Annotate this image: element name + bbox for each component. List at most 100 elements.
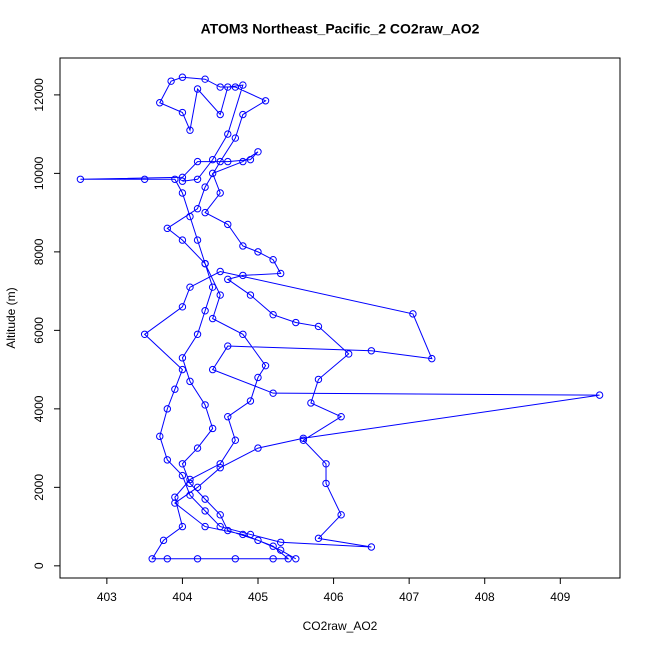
plot-frame	[59, 57, 621, 579]
data-point	[201, 307, 209, 315]
data-point	[193, 157, 202, 166]
data-line	[80, 76, 600, 560]
data-point	[178, 365, 187, 374]
data-point	[193, 175, 202, 183]
data-point	[216, 189, 224, 197]
data-point	[156, 432, 164, 441]
data-point	[178, 460, 187, 468]
data-point	[367, 347, 376, 355]
data-point	[201, 401, 209, 409]
data-point	[276, 538, 285, 546]
data-point	[163, 456, 172, 464]
data-point	[269, 310, 277, 319]
data-point	[163, 555, 172, 563]
x-tick-label: 407	[399, 590, 419, 604]
data-point	[595, 391, 604, 399]
data-point	[216, 511, 224, 519]
data-point	[163, 224, 172, 233]
y-tick-label: 2000	[32, 474, 46, 501]
y-tick-label: 8000	[32, 238, 46, 265]
data-point	[276, 546, 285, 554]
data-point	[261, 361, 270, 370]
data-point	[224, 275, 232, 284]
data-point	[299, 436, 308, 444]
data-point	[292, 318, 300, 327]
data-point	[224, 413, 232, 421]
data-point	[171, 499, 179, 507]
data-point	[246, 530, 255, 539]
x-tick-label: 405	[248, 590, 268, 604]
data-point	[367, 543, 376, 551]
x-tick-label: 406	[324, 590, 344, 604]
data-point	[231, 83, 240, 91]
data-point	[193, 205, 202, 213]
data-point	[76, 175, 85, 183]
data-point	[216, 267, 224, 276]
data-point	[284, 555, 292, 563]
data-point	[246, 291, 255, 299]
data-point	[178, 73, 187, 81]
data-point	[201, 183, 209, 191]
data-point	[201, 75, 209, 83]
data-point	[193, 483, 202, 492]
data-point	[254, 248, 262, 256]
data-point	[178, 108, 187, 117]
data-point	[224, 157, 232, 166]
data-point	[337, 413, 345, 421]
data-point	[224, 130, 232, 138]
x-axis-label: CO2raw_AO2	[303, 619, 378, 633]
x-tick-label: 403	[97, 590, 117, 604]
data-point	[193, 444, 202, 452]
data-point	[216, 522, 224, 531]
data-point	[186, 126, 194, 134]
data-point	[178, 173, 187, 182]
data-point	[344, 350, 353, 358]
chart-title: ATOM3 Northeast_Pacific_2 CO2raw_AO2	[201, 21, 480, 37]
data-point	[171, 493, 179, 501]
data-point	[159, 536, 168, 545]
data-point	[201, 522, 209, 531]
x-tick-label: 408	[475, 590, 495, 604]
data-point	[216, 110, 224, 119]
data-point	[239, 330, 247, 338]
data-point	[224, 342, 232, 350]
data-point	[186, 283, 194, 291]
data-point	[201, 259, 209, 268]
data-point	[292, 555, 300, 563]
data-point	[140, 330, 149, 338]
x-tick-label: 409	[550, 590, 570, 604]
data-point	[193, 85, 202, 93]
data-point	[246, 155, 255, 164]
data-point	[178, 522, 187, 531]
data-point	[231, 555, 240, 563]
y-axis-label: Altitude (m)	[4, 287, 18, 348]
y-tick-label: 4000	[32, 395, 46, 422]
data-point	[269, 555, 277, 563]
data-point	[254, 444, 262, 452]
data-point	[201, 495, 209, 503]
data-point	[314, 534, 323, 543]
data-point	[208, 314, 217, 323]
data-point	[193, 236, 202, 244]
data-point	[409, 310, 417, 318]
data-point	[186, 475, 194, 484]
data-point	[193, 555, 202, 563]
data-point	[163, 405, 172, 413]
data-point	[428, 354, 436, 363]
data-point	[208, 155, 217, 164]
y-tick-label: 10000	[32, 156, 46, 190]
data-point	[216, 464, 224, 472]
data-point	[208, 424, 217, 433]
data-point	[208, 169, 217, 178]
data-point	[216, 83, 224, 91]
data-point	[178, 471, 187, 480]
data-point	[322, 460, 330, 468]
y-tick-label: 6000	[32, 317, 46, 344]
data-point	[171, 385, 179, 393]
data-point	[178, 236, 187, 244]
data-point	[186, 212, 194, 221]
data-point	[148, 555, 156, 563]
data-point	[269, 256, 277, 264]
data-point	[239, 242, 247, 250]
